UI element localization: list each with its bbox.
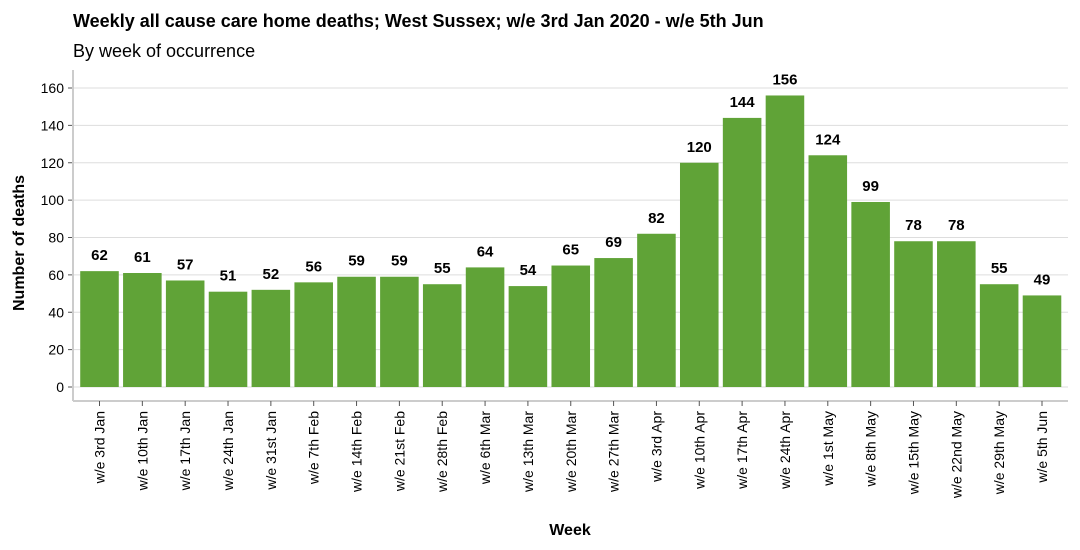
x-tick-label: w/e 31st Jan: [263, 411, 279, 491]
x-tick-label: w/e 17th Jan: [177, 411, 193, 491]
bar: [123, 273, 162, 387]
chart-title: Weekly all cause care home deaths; West …: [73, 11, 764, 31]
data-label: 65: [562, 242, 579, 259]
bar: [979, 284, 1019, 387]
data-label: 54: [520, 262, 537, 279]
x-tick-label: w/e 21st Feb: [391, 411, 407, 492]
chart-subtitle: By week of occurrence: [73, 41, 255, 61]
data-label: 156: [772, 71, 797, 88]
bar: [165, 280, 205, 387]
x-tick-label: w/e 6th Mar: [477, 411, 493, 485]
bar: [422, 284, 462, 387]
data-label: 144: [730, 94, 756, 111]
bar: [722, 117, 762, 388]
y-tick-label: 140: [41, 117, 65, 133]
y-tick-label: 80: [48, 230, 64, 246]
bar: [1022, 295, 1062, 387]
x-axis-title: Week: [549, 522, 591, 539]
x-tick-label: w/e 29th May: [991, 411, 1007, 495]
data-label: 82: [648, 210, 665, 227]
x-tick-label: w/e 8th May: [863, 411, 879, 487]
data-label: 62: [91, 247, 108, 264]
data-label: 120: [687, 139, 712, 156]
y-axis: 0 20 40 60 80 100 120 140 160: [41, 70, 74, 401]
data-label: 56: [305, 258, 322, 275]
x-tick-label: w/e 27th Mar: [606, 411, 622, 493]
bar: [937, 241, 976, 387]
bar: [851, 201, 890, 387]
y-tick-label: 100: [41, 192, 65, 208]
data-label: 55: [991, 260, 1008, 277]
y-tick-label: 20: [48, 342, 64, 358]
bar: [294, 282, 333, 387]
data-labels: 62 61 57 51 52 56 59 59 55 64 54 65 69 82 120 144 156 124…: [91, 71, 1050, 288]
data-label: 59: [391, 253, 408, 270]
x-tick-label: w/e 15th May: [905, 411, 921, 495]
x-tick-label: w/e 22nd May: [948, 411, 964, 499]
x-tick-label: w/e 14th Feb: [349, 411, 365, 493]
bar: [337, 276, 376, 387]
bar: [765, 95, 805, 387]
x-tick-label: w/e 24th Jan: [220, 411, 236, 491]
data-label: 51: [220, 268, 237, 285]
data-label: 69: [605, 234, 622, 251]
x-tick-label: w/e 17th Apr: [734, 411, 750, 490]
bar: [551, 265, 591, 387]
y-axis-title: Number of deaths: [11, 175, 28, 311]
data-label: 78: [948, 217, 965, 234]
bar: [894, 241, 933, 387]
x-tick-label: w/e 1st May: [820, 411, 836, 487]
x-tick-label: w/e 3rd Jan: [92, 411, 108, 484]
y-tick-label: 120: [41, 155, 65, 171]
bar: [808, 155, 848, 387]
x-tick-label: w/e 24th Apr: [777, 411, 793, 490]
bar: [508, 286, 548, 387]
bar: [208, 291, 248, 387]
data-label: 64: [477, 243, 494, 260]
y-tick-label: 160: [41, 80, 65, 96]
bar: [251, 289, 291, 387]
x-tick-label: w/e 13th Mar: [520, 411, 536, 493]
bar: [679, 162, 719, 387]
y-tick-label: 60: [48, 267, 64, 283]
data-label: 52: [263, 266, 280, 283]
data-label: 57: [177, 256, 194, 273]
x-tick-label: w/e 28th Feb: [434, 411, 450, 493]
bar: [594, 258, 633, 387]
data-label: 61: [134, 249, 151, 266]
data-label: 99: [862, 178, 879, 195]
data-label: 55: [434, 260, 451, 277]
data-label: 78: [905, 217, 922, 234]
data-label: 49: [1034, 271, 1051, 288]
x-tick-label: w/e 10th Jan: [134, 411, 150, 491]
data-label: 124: [815, 131, 841, 148]
bars: [80, 95, 1062, 388]
bar: [380, 276, 419, 387]
x-axis: w/e 3rd Jan w/e 10th Jan w/e 17th Jan w/e 2…: [73, 400, 1068, 499]
y-tick-label: 40: [48, 304, 64, 320]
data-label: 59: [348, 253, 365, 270]
bar: [637, 233, 676, 387]
x-tick-label: w/e 5th Jun: [1034, 411, 1050, 484]
bar: [80, 271, 119, 387]
x-tick-label: w/e 20th Mar: [563, 411, 579, 493]
bar: [465, 267, 505, 387]
x-tick-label: w/e 7th Feb: [306, 411, 322, 485]
x-tick-label: w/e 10th Apr: [691, 411, 707, 490]
y-tick-label: 0: [56, 379, 64, 395]
x-tick-label: w/e 3rd Apr: [648, 411, 664, 483]
